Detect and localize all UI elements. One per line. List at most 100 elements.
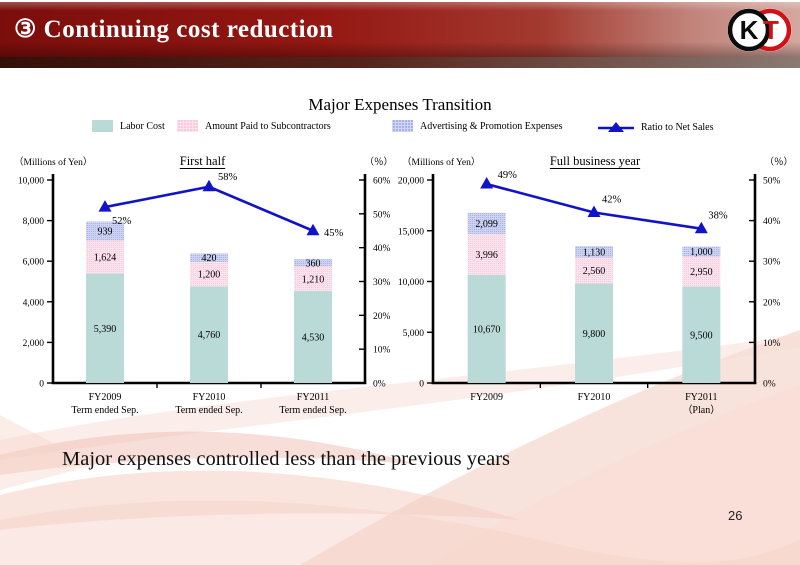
header-accent-strip [0,57,800,68]
ratio-value-label: 42% [602,194,622,205]
x-category-label: FY2011 [297,392,329,403]
chart-first-half: （Millions of Yen） First half （％） 0 2,000 4… [10,148,395,438]
y-tick-label: 20,000 [398,177,424,187]
chart-full-business-year: （Millions of Yen） Full business year （％）… [395,148,795,438]
bar-segment [86,240,124,274]
y-tick-label: 10,000 [18,177,44,187]
y2-tick-label: 40% [763,217,781,227]
ratio-value-label: 38% [708,211,728,222]
bar-value-label: 4,760 [198,330,221,341]
bar-value-label: 5,390 [94,324,117,335]
x-category-label: FY2010 [578,392,611,403]
bar-segment [86,221,124,241]
header-bar: ③ Continuing cost reduction K T [0,2,800,57]
y2-tick-label: 0% [373,380,386,390]
full-year-right-axis-unit: （％） [764,158,793,168]
bar-value-label: 1,000 [690,247,713,258]
ratio-marker-icon [587,205,601,217]
x-category-label: FY2010 [193,392,226,403]
bar-value-label: 2,950 [690,267,713,278]
ratio-value-label: 58% [218,172,238,183]
first-half-chart-title: First half [179,154,226,168]
legend-label-advertising: Advertising & Promotion Expenses [420,120,563,132]
legend-item-ratio: Ratio to Net Sales [598,120,714,134]
y-tick-label: 4,000 [23,298,45,308]
bar-segment [682,286,721,383]
bar-segment [294,291,332,383]
y-tick-label: 6,000 [23,258,45,268]
ratio-value-label: 45% [324,228,344,239]
y-tick-label: 10,000 [398,278,424,288]
y2-tick-label: 30% [373,278,391,288]
bar-segment [467,212,506,235]
bar-value-label: 9,500 [690,330,713,341]
x-category-label: Term ended Sep. [279,405,346,416]
y2-tick-label: 0% [763,380,776,390]
bar-segment [294,266,332,292]
subcontractors-swatch-icon [177,120,198,132]
bar-value-label: 1,200 [198,270,221,281]
legend-item-advertising: Advertising & Promotion Expenses [392,120,563,132]
x-category-label: FY2011 [685,392,717,403]
bar-segment [467,274,506,383]
ratio-marker-icon [202,179,216,192]
y2-tick-label: 20% [373,312,391,322]
x-category-label: Term ended Sep. [71,405,138,416]
kt-logo-letter-k: K [740,15,759,45]
bar-value-label: 1,210 [302,274,325,285]
bar-segment [86,273,124,383]
ratio-marker-icon [306,223,320,236]
bar-segment [682,256,721,287]
x-category-label: FY2009 [89,392,122,403]
y-tick-label: 0 [419,380,424,390]
page-title: Major Expenses Transition [308,95,492,114]
kt-logo-icon: K T [728,8,792,52]
bar-value-label: 9,800 [583,329,606,340]
y2-tick-label: 50% [373,210,391,220]
full-year-chart-title: Full business year [549,154,641,168]
bar-value-label: 360 [306,258,321,269]
y2-tick-label: 10% [373,346,391,356]
ratio-value-label: 52% [112,216,132,227]
y-tick-label: 2,000 [23,339,45,349]
bar-value-label: 1,130 [583,247,606,258]
full-year-chart-plot: 0 5,000 10,000 15,000 20,000 0% 10% 20% 30% 40% 50… [398,170,781,416]
bar-segment [467,234,506,275]
bar-segment [575,283,613,383]
x-category-label: FY2009 [470,392,503,403]
ratio-marker-icon [480,177,494,189]
first-half-left-axis-unit: （Millions of Yen） [14,158,93,168]
y-tick-label: 15,000 [398,227,424,237]
x-category-label: Term ended Sep. [175,405,242,416]
y-tick-label: 0 [39,380,44,390]
ratio-marker-icon [694,221,708,234]
bar-value-label: 939 [98,227,113,238]
slide-title: ③ Continuing cost reduction [14,16,334,43]
bar-segment [190,286,228,383]
y2-tick-label: 20% [763,298,781,308]
chart-legend: Labor Cost Amount Paid to Subcontractors… [0,120,800,138]
page-number: 26 [728,508,743,523]
bar-segment [190,253,228,263]
bar-value-label: 2,560 [583,266,606,277]
y2-tick-label: 60% [373,177,391,187]
y2-tick-label: 50% [763,177,781,187]
ratio-line-triangle-icon [598,122,634,132]
legend-item-subcontractors: Amount Paid to Subcontractors [177,120,331,132]
bar-value-label: 420 [202,253,217,264]
legend-label-ratio: Ratio to Net Sales [641,121,714,133]
x-category-label: （Plan） [682,404,720,416]
ratio-marker-icon [98,200,112,212]
advertising-swatch-icon [392,120,413,132]
y-tick-label: 5,000 [403,329,425,339]
bar-segment [682,246,721,257]
ratio-value-label: 49% [498,170,518,181]
bar-value-label: 10,670 [473,324,501,335]
kt-logo-letter-t: T [763,15,779,45]
y-tick-label: 8,000 [23,217,45,227]
bar-value-label: 1,624 [94,253,117,264]
bar-segment [575,246,613,258]
y2-tick-label: 40% [373,244,391,254]
full-year-left-axis-unit: （Millions of Yen） [402,158,481,168]
